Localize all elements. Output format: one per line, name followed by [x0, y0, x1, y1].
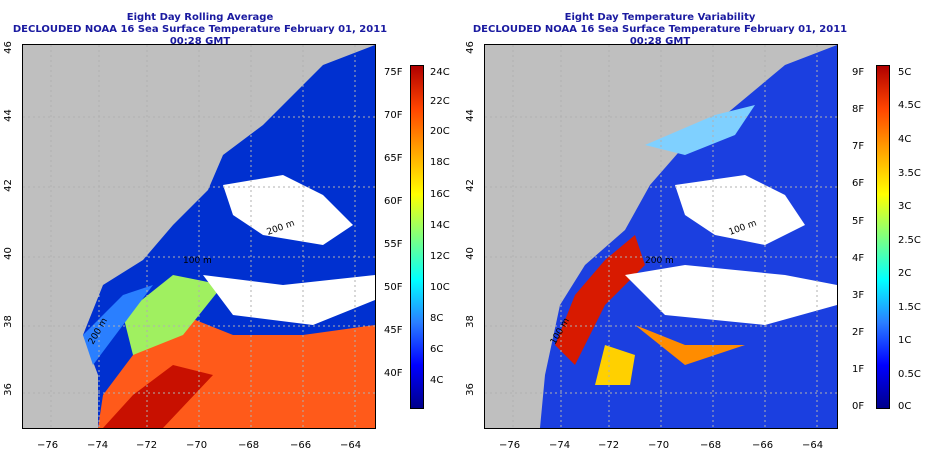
left-title-line1: Eight Day Rolling Average: [126, 12, 274, 23]
right-x-tick: −68: [700, 440, 722, 451]
right-cb-f-label: 3F: [852, 290, 865, 301]
right-cb-f-label: 0F: [852, 401, 865, 412]
left-cb-f-label: 45F: [384, 325, 403, 336]
ocean-area: [540, 45, 837, 428]
right-contour-label-2: 200 m: [645, 256, 674, 266]
right-cb-c-label: 2.5C: [898, 235, 921, 246]
left-x-tick: −70: [186, 440, 208, 451]
left-cb-c-label: 16C: [430, 189, 450, 200]
left-cb-c-label: 18C: [430, 157, 450, 168]
left-y-tick: 44: [2, 109, 14, 122]
right-cb-c-label: 3.5C: [898, 168, 921, 179]
cloud-mask: [625, 265, 837, 325]
left-cb-f-label: 70F: [384, 110, 403, 121]
left-cb-f-label: 60F: [384, 196, 403, 207]
cloud-mask: [223, 175, 353, 245]
left-cb-f-label: 55F: [384, 239, 403, 250]
right-cb-c-label: 1.5C: [898, 302, 921, 313]
left-y-tick: 42: [2, 179, 14, 192]
right-x-tick: −70: [648, 440, 670, 451]
right-variability-map: 100 m 200 m 100 m: [484, 44, 838, 429]
left-title-line2: DECLOUDED NOAA 16 Sea Surface Temperatur…: [12, 24, 388, 47]
right-y-tick: 40: [464, 247, 476, 260]
right-cb-f-label: 5F: [852, 216, 865, 227]
right-cb-f-label: 2F: [852, 327, 865, 338]
left-x-tick: −66: [290, 440, 312, 451]
right-x-tick: −64: [802, 440, 824, 451]
left-cb-c-label: 10C: [430, 282, 450, 293]
left-cb-f-label: 50F: [384, 282, 403, 293]
right-y-tick: 46: [464, 41, 476, 54]
left-y-tick: 36: [2, 383, 14, 396]
left-cb-c-label: 14C: [430, 220, 450, 231]
right-cb-f-label: 1F: [852, 364, 865, 375]
right-title-line1: Eight Day Temperature Variability: [564, 12, 756, 23]
right-cb-f-label: 6F: [852, 178, 865, 189]
right-cb-c-label: 5C: [898, 67, 912, 78]
left-x-tick: −64: [340, 440, 362, 451]
right-x-tick: −66: [752, 440, 774, 451]
cloud-mask: [203, 275, 375, 325]
left-cb-f-label: 40F: [384, 368, 403, 379]
slope-water-mixed: [123, 275, 223, 355]
graticule: [23, 45, 375, 428]
medium-variability-patch: [595, 345, 635, 385]
right-cb-c-label: 1C: [898, 335, 912, 346]
shelf-water: [83, 285, 153, 365]
left-sst-map: 200 m 100 m 200 m: [22, 44, 376, 429]
right-cb-f-label: 7F: [852, 141, 865, 152]
right-cb-f-label: 8F: [852, 104, 865, 115]
left-x-tick: −68: [238, 440, 260, 451]
left-y-tick: 46: [2, 41, 14, 54]
left-cb-c-label: 6C: [430, 344, 444, 355]
right-y-tick: 44: [464, 109, 476, 122]
gulf-stream-core: [103, 365, 213, 428]
left-cb-f-label: 75F: [384, 67, 403, 78]
high-variability-band: [635, 325, 745, 365]
cloud-mask: [675, 175, 805, 245]
left-cb-f-label: 65F: [384, 153, 403, 164]
right-cb-c-label: 0.5C: [898, 369, 921, 380]
graticule: [485, 45, 837, 428]
right-colorbar: [876, 65, 890, 409]
right-y-tick: 38: [464, 315, 476, 328]
left-colorbar: [410, 65, 424, 409]
right-cb-c-label: 4.5C: [898, 100, 921, 111]
right-title-line2: DECLOUDED NOAA 16 Sea Surface Temperatur…: [472, 24, 848, 47]
right-cb-c-label: 4C: [898, 134, 912, 145]
left-x-tick: −74: [87, 440, 109, 451]
right-cb-c-label: 0C: [898, 401, 912, 412]
right-cb-f-label: 9F: [852, 67, 865, 78]
left-cb-c-label: 20C: [430, 126, 450, 137]
left-cb-c-label: 22C: [430, 96, 450, 107]
left-contour-label-2: 100 m: [183, 256, 212, 266]
low-variability-region: [645, 105, 755, 155]
right-variability-map-image: 100 m 200 m 100 m: [485, 45, 837, 428]
right-x-tick: −74: [549, 440, 571, 451]
left-cb-c-label: 12C: [430, 251, 450, 262]
left-y-tick: 38: [2, 315, 14, 328]
high-variability-band: [555, 235, 645, 365]
left-x-tick: −76: [37, 440, 59, 451]
left-cb-c-label: 24C: [430, 67, 450, 78]
left-x-tick: −72: [136, 440, 158, 451]
left-cb-c-label: 4C: [430, 375, 444, 386]
right-y-tick: 36: [464, 383, 476, 396]
left-cb-c-label: 8C: [430, 313, 444, 324]
right-y-tick: 42: [464, 179, 476, 192]
left-y-tick: 40: [2, 247, 14, 260]
right-x-tick: −72: [598, 440, 620, 451]
right-cb-c-label: 3C: [898, 201, 912, 212]
left-sst-map-image: 200 m 100 m 200 m: [23, 45, 375, 428]
right-x-tick: −76: [499, 440, 521, 451]
right-cb-c-label: 2C: [898, 268, 912, 279]
right-cb-f-label: 4F: [852, 253, 865, 264]
